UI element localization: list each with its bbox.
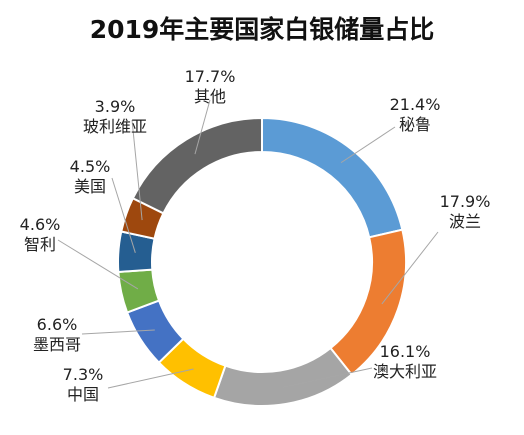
chart-title: 2019年主要国家白银储量占比 <box>90 15 435 44</box>
slice-percent-label-3: 7.3% <box>63 365 104 384</box>
slice-percent-label-5: 4.6% <box>20 215 61 234</box>
slice-category-label-0: 秘鲁 <box>399 115 431 134</box>
slice-category-label-3: 中国 <box>67 385 99 404</box>
slice-percent-label-0: 21.4% <box>390 95 441 114</box>
leader-line-1 <box>381 231 439 305</box>
slice-percent-label-8: 17.7% <box>185 67 236 86</box>
labels-layer: 21.4%秘鲁 17.9%波兰 16.1%澳大利亚 7.3%中国 6.6%墨西哥 4.6%… <box>20 67 491 404</box>
slice-percent-label-2: 16.1% <box>380 342 431 361</box>
slice-category-label-5: 智利 <box>24 235 56 254</box>
slice-percent-label-7: 3.9% <box>95 97 136 116</box>
slice-category-label-4: 墨西哥 <box>33 335 81 354</box>
leader-line-7 <box>131 119 143 221</box>
leader-line-6 <box>111 177 136 253</box>
slice-category-label-2: 澳大利亚 <box>373 362 437 381</box>
leader-line-2 <box>282 367 373 388</box>
slice-category-label-1: 波兰 <box>449 212 481 231</box>
slice-percent-label-4: 6.6% <box>37 315 78 334</box>
slice-category-label-7: 玻利维亚 <box>83 117 147 136</box>
slice-percent-label-1: 17.9% <box>440 192 491 211</box>
slice-8 <box>131 116 263 215</box>
slice-percent-label-6: 4.5% <box>70 157 111 176</box>
slice-category-label-8: 其他 <box>194 87 226 106</box>
leader-line-3 <box>107 368 194 389</box>
leader-lines-layer <box>57 99 439 389</box>
leader-line-5 <box>57 239 139 290</box>
leader-line-4 <box>81 329 155 335</box>
slice-category-label-6: 美国 <box>74 177 106 196</box>
leader-line-8 <box>194 99 211 155</box>
leader-line-0 <box>340 126 396 164</box>
slices-layer <box>117 116 407 407</box>
